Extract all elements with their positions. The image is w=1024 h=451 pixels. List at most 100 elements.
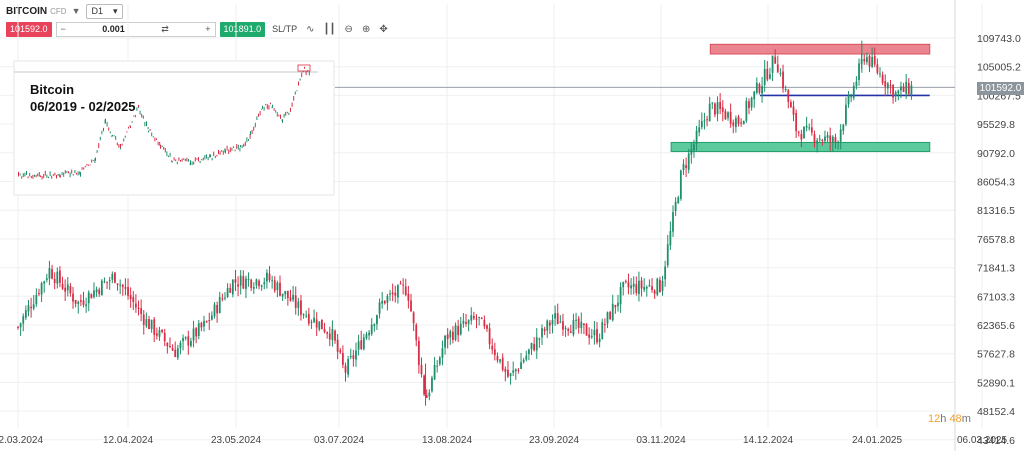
- inset-candle: [202, 157, 204, 161]
- candle-body: [245, 278, 247, 289]
- inset-candle: [266, 104, 268, 110]
- candle-body: [148, 318, 150, 330]
- inset-candle: [305, 70, 307, 76]
- candle-body: [868, 55, 871, 67]
- candle-body: [376, 315, 378, 325]
- candle-body: [357, 341, 360, 350]
- inset-candle: [161, 145, 163, 148]
- inset-candle: [298, 81, 299, 86]
- chevron-down-icon: ▾: [113, 5, 118, 16]
- symbol-dropdown-icon[interactable]: ▼: [71, 6, 81, 16]
- inset-candle: [44, 170, 46, 176]
- candle-body: [727, 112, 729, 118]
- candle-body: [682, 164, 685, 170]
- candle-body: [672, 212, 674, 232]
- sltp-button[interactable]: SL/TP: [272, 24, 298, 34]
- candle-body: [326, 332, 329, 334]
- price-tick-label: 86054.3: [977, 177, 1015, 189]
- inset-candle: [248, 139, 249, 141]
- candle-body: [480, 318, 483, 320]
- candle-body: [588, 334, 591, 338]
- inset-candle: [237, 144, 239, 150]
- candle-body: [127, 287, 129, 296]
- candle-body: [79, 300, 82, 302]
- candle-body: [263, 282, 266, 285]
- candle-body: [554, 313, 556, 319]
- candle-body: [509, 373, 512, 377]
- candle-body: [755, 82, 758, 93]
- candle-body: [491, 345, 494, 350]
- candle-body: [40, 283, 43, 295]
- inset-candle: [294, 91, 296, 95]
- quantity-reset-icon[interactable]: ⇄: [161, 23, 169, 34]
- quantity-increase-button[interactable]: +: [205, 23, 211, 34]
- candle-body: [821, 139, 824, 141]
- candle-body: [493, 349, 496, 356]
- candle-body: [693, 144, 695, 151]
- candle-body: [360, 340, 363, 349]
- candle-body: [30, 306, 32, 309]
- date-tick-label: 23.09.2024: [529, 435, 579, 446]
- inset-candle: [21, 176, 23, 179]
- inset-candle: [116, 142, 118, 146]
- candle-body: [444, 335, 446, 348]
- inset-candle: [243, 143, 245, 147]
- inset-candle: [198, 157, 199, 162]
- inset-candle: [59, 173, 61, 178]
- inset-candle: [299, 78, 301, 81]
- inset-candle: [176, 161, 178, 165]
- inset-candle: [183, 158, 185, 160]
- inset-candle: [168, 155, 169, 158]
- inset-candle: [34, 174, 35, 177]
- candle-body: [834, 137, 837, 143]
- timeframe-select[interactable]: D1 ▾: [86, 3, 123, 19]
- inset-candle: [246, 137, 248, 143]
- symbol-name[interactable]: BITCOIN: [6, 5, 48, 17]
- inset-candle: [22, 173, 24, 178]
- inset-candle: [94, 158, 96, 163]
- timeframe-value: D1: [91, 5, 103, 16]
- zoom-out-icon[interactable]: ⊖: [344, 23, 353, 35]
- candle-body: [635, 284, 638, 293]
- candle-body: [624, 280, 627, 282]
- candle-body: [761, 86, 763, 94]
- candle-body: [685, 165, 687, 169]
- inset-candle: [80, 172, 81, 177]
- inset-candle: [234, 149, 236, 152]
- quantity-input[interactable]: 0.001: [102, 23, 125, 34]
- inset-candle: [241, 145, 243, 149]
- date-tick-label: 03.11.2024: [636, 435, 686, 446]
- candle-body: [774, 56, 777, 64]
- quantity-decrease-button[interactable]: −: [60, 23, 66, 34]
- candle-body: [90, 294, 93, 299]
- inset-candle: [282, 119, 283, 123]
- candle-body: [69, 286, 72, 294]
- crosshair-icon[interactable]: ✥: [379, 23, 388, 35]
- quantity-stepper[interactable]: − 0.001 ⇄ +: [55, 21, 216, 37]
- inset-candle: [91, 159, 93, 163]
- buy-button[interactable]: 101891.0: [219, 21, 266, 37]
- inset-candle: [60, 175, 61, 178]
- inset-candle: [290, 107, 291, 112]
- inset-candle: [244, 141, 246, 147]
- inset-candle: [180, 159, 181, 162]
- candle-body: [166, 342, 169, 347]
- candle-body: [541, 328, 543, 338]
- line-chart-icon[interactable]: ∿: [306, 23, 315, 35]
- sell-button[interactable]: 101592.0: [6, 21, 52, 37]
- inset-candle: [68, 171, 69, 174]
- zoom-in-icon[interactable]: ⊕: [361, 23, 371, 35]
- candle-body: [370, 324, 373, 335]
- inset-title: Bitcoin 06/2019 - 02/2025: [30, 81, 136, 115]
- candle-body: [721, 107, 724, 112]
- candle-chart-icon[interactable]: ┃┃: [323, 23, 336, 35]
- inset-candle: [138, 106, 139, 109]
- candle-body: [174, 349, 177, 357]
- candle-body: [389, 293, 391, 295]
- inset-candle: [204, 154, 206, 160]
- candle-body: [140, 308, 143, 315]
- candle-body: [459, 323, 462, 335]
- candle-body: [297, 301, 300, 309]
- inset-candle: [193, 161, 195, 165]
